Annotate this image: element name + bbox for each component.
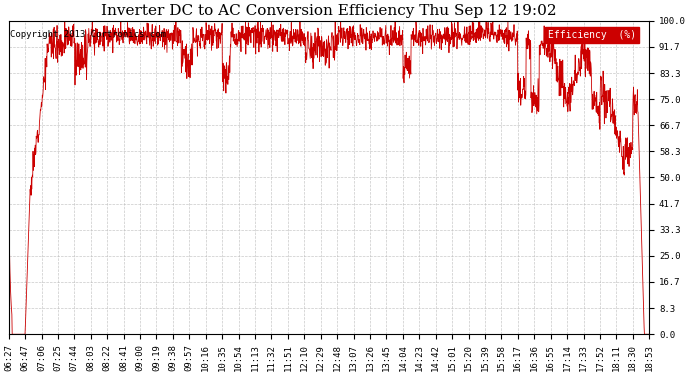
Title: Inverter DC to AC Conversion Efficiency Thu Sep 12 19:02: Inverter DC to AC Conversion Efficiency … — [101, 4, 557, 18]
Text: Copyright 2013 Cortronics.com: Copyright 2013 Cortronics.com — [10, 30, 166, 39]
Text: Efficiency  (%): Efficiency (%) — [549, 30, 636, 40]
